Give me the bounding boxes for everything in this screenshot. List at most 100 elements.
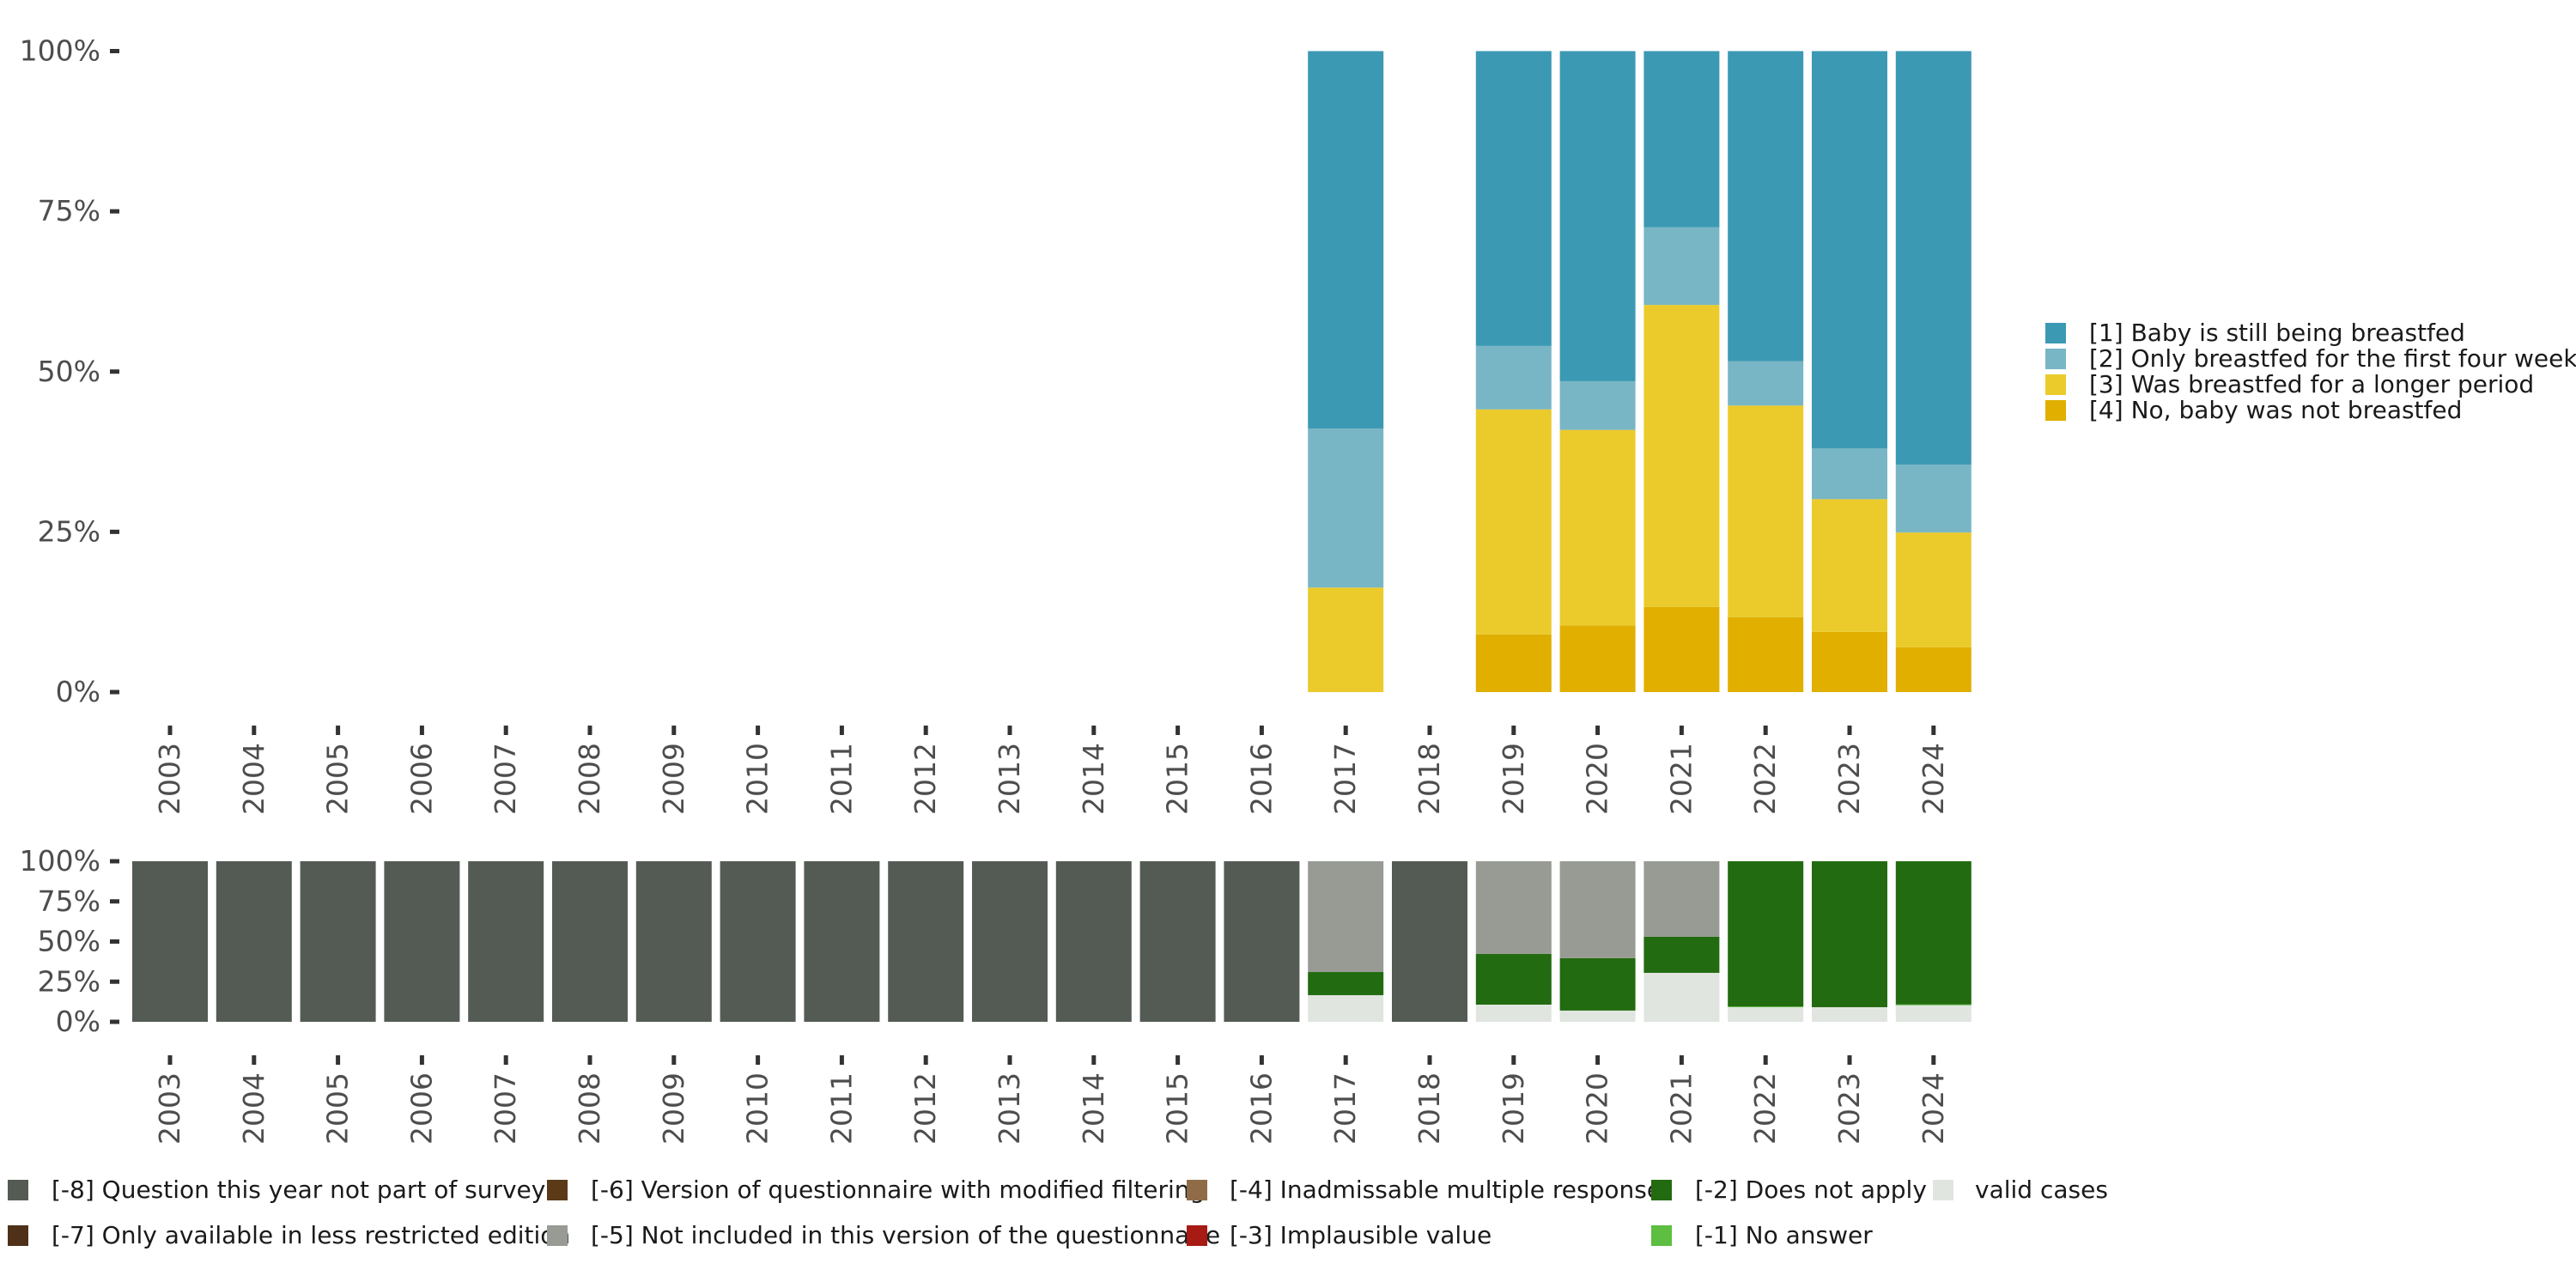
- bottom-x-tick-mark: [839, 1055, 844, 1065]
- top-bar-2022-1-baby-is-still-being-breastfed: [1728, 51, 1804, 361]
- top-bar-2019-4-no-baby-was-not-breastfed: [1475, 634, 1552, 692]
- bottom-bar-2007-8-question-this-year-not-part-of-survey: [468, 861, 544, 1022]
- bottom-bar-2020-2-does-not-apply: [1559, 957, 1636, 1011]
- top-x-tick-mark: [1763, 726, 1768, 735]
- legend-label: [-5] Not included in this version of the…: [591, 1221, 1220, 1249]
- bottom-y-tick-label: 0%: [56, 1005, 100, 1038]
- bottom-legend: [-8] Question this year not part of surv…: [8, 1176, 2108, 1249]
- bottom-y-tick-mark: [110, 899, 119, 904]
- top-bar-2019-3-was-breastfed-for-a-longer-period: [1475, 409, 1552, 635]
- top-bar-2021-1-baby-is-still-being-breastfed: [1643, 51, 1720, 228]
- top-x-tick-label: 2005: [321, 743, 355, 815]
- legend-label: [-2] Does not apply: [1695, 1176, 1927, 1204]
- bottom-bar-2021-5-not-included-in-this-version-of-the-questionnaire: [1643, 861, 1720, 937]
- bottom-bar-2012-8-question-this-year-not-part-of-survey: [888, 861, 964, 1022]
- bottom-bar-2019-2-does-not-apply: [1475, 953, 1552, 1005]
- bottom-x-tick-label: 2014: [1077, 1072, 1110, 1145]
- bottom-x-tick-label: 2017: [1328, 1072, 1362, 1145]
- legend-label: valid cases: [1975, 1176, 2108, 1204]
- legend-label: [1] Baby is still being breastfed: [2089, 319, 2465, 347]
- bottom-x-tick-label: 2010: [741, 1072, 775, 1145]
- top-x-tick-label: 2011: [824, 743, 858, 815]
- bottom-bar-2021-2-does-not-apply: [1643, 936, 1720, 973]
- top-x-tick-mark: [1176, 726, 1181, 735]
- legend-label: [-1] No answer: [1695, 1221, 1873, 1249]
- top-bar-2019-1-baby-is-still-being-breastfed: [1475, 51, 1552, 346]
- bottom-x-tick-mark: [1595, 1055, 1601, 1065]
- top-bar-2020-4-no-baby-was-not-breastfed: [1559, 625, 1636, 692]
- bottom-bar-2005-8-question-this-year-not-part-of-survey: [300, 861, 376, 1022]
- top-y-tick-mark: [110, 690, 119, 695]
- bottom-x-tick-label: 2024: [1917, 1072, 1950, 1145]
- top-x-tick-label: 2013: [993, 743, 1026, 815]
- top-bar-2022-2-only-breastfed-for-the-first-four-weeks: [1728, 361, 1804, 406]
- legend-key-3-implausible-value: [1187, 1225, 1207, 1246]
- top-x-tick-mark: [756, 726, 761, 735]
- bottom-bar-2011-8-question-this-year-not-part-of-survey: [804, 861, 880, 1022]
- top-x-tick-label: 2010: [741, 743, 775, 815]
- top-panel-response-distribution: 0% 25% 50% 75% 100% 2003 2004 2005 2006 2007 2008 2…: [20, 34, 1971, 815]
- top-bar-2023-4-no-baby-was-not-breastfed: [1812, 631, 1887, 692]
- bottom-x-tick-label: 2013: [993, 1072, 1026, 1145]
- top-legend: [1] Baby is still being breastfed[2] Onl…: [2045, 319, 2576, 424]
- top-x-tick-mark: [1343, 726, 1348, 735]
- legend-key-3-was-breastfed-for-a-longer-period: [2045, 374, 2066, 395]
- top-x-tick-mark: [1847, 726, 1852, 735]
- top-x-tick-mark: [923, 726, 928, 735]
- legend-key-1-no-answer: [1651, 1225, 1672, 1246]
- bottom-bar-2020-valid-cases: [1559, 1010, 1636, 1022]
- top-y-tick-label: 100%: [20, 34, 100, 68]
- bottom-x-tick-label: 2016: [1244, 1072, 1278, 1145]
- bottom-bar-2010-8-question-this-year-not-part-of-survey: [720, 861, 796, 1022]
- bottom-bar-2019-valid-cases: [1475, 1004, 1552, 1022]
- top-bar-2017-2-only-breastfed-for-the-first-four-weeks: [1308, 428, 1384, 588]
- top-bar-2022-4-no-baby-was-not-breastfed: [1728, 617, 1804, 692]
- top-x-tick-mark: [336, 726, 341, 735]
- top-bar-2024-1-baby-is-still-being-breastfed: [1895, 51, 1971, 465]
- legend-key-5-not-included-in-this-version-of-the-questionnaire: [547, 1225, 568, 1246]
- top-y-tick-label: 75%: [38, 194, 100, 228]
- bottom-x-tick-mark: [419, 1055, 424, 1065]
- bottom-y-tick-label: 75%: [38, 884, 100, 918]
- top-x-tick-label: 2004: [237, 743, 270, 815]
- top-bar-2024-2-only-breastfed-for-the-first-four-weeks: [1895, 464, 1971, 533]
- bottom-bar-2024-valid-cases: [1895, 1005, 1971, 1022]
- bottom-bar-2004-8-question-this-year-not-part-of-survey: [216, 861, 292, 1022]
- top-x-tick-label: 2015: [1161, 743, 1194, 815]
- bottom-x-tick-mark: [671, 1055, 677, 1065]
- top-x-tick-label: 2019: [1497, 743, 1530, 815]
- legend-label: [-7] Only available in less restricted e…: [52, 1221, 570, 1249]
- top-bar-2024-4-no-baby-was-not-breastfed: [1895, 647, 1971, 692]
- top-bar-2021-3-was-breastfed-for-a-longer-period: [1643, 305, 1720, 607]
- top-bar-2020-3-was-breastfed-for-a-longer-period: [1559, 429, 1636, 626]
- top-x-tick-mark: [1007, 726, 1012, 735]
- bottom-x-tick-mark: [1931, 1055, 1936, 1065]
- top-x-tick-label: 2017: [1328, 743, 1362, 815]
- top-x-tick-label: 2006: [404, 743, 438, 815]
- bottom-x-tick-label: 2018: [1413, 1072, 1446, 1145]
- top-y-tick-label: 0%: [56, 675, 100, 708]
- bottom-x-tick-mark: [1427, 1055, 1432, 1065]
- bottom-y-tick-mark: [110, 859, 119, 864]
- top-x-tick-mark: [167, 726, 173, 735]
- bottom-y-tick-label: 50%: [38, 925, 100, 958]
- bottom-x-tick-label: 2023: [1832, 1072, 1866, 1145]
- legend-key-4-no-baby-was-not-breastfed: [2045, 400, 2066, 421]
- bottom-bar-2009-8-question-this-year-not-part-of-survey: [635, 861, 712, 1022]
- bottom-x-tick-label: 2003: [153, 1072, 186, 1145]
- top-x-tick-mark: [1595, 726, 1601, 735]
- bottom-x-tick-label: 2011: [824, 1072, 858, 1145]
- bottom-x-tick-mark: [1176, 1055, 1181, 1065]
- legend-key-1-baby-is-still-being-breastfed: [2045, 323, 2066, 343]
- bottom-bar-2017-5-not-included-in-this-version-of-the-questionnaire: [1308, 861, 1384, 973]
- top-bar-2017-3-was-breastfed-for-a-longer-period: [1308, 587, 1384, 692]
- bottom-x-tick-label: 2021: [1664, 1072, 1698, 1145]
- top-x-tick-label: 2003: [153, 743, 186, 815]
- top-x-tick-mark: [587, 726, 592, 735]
- bottom-x-tick-mark: [336, 1055, 341, 1065]
- bottom-x-tick-mark: [1007, 1055, 1012, 1065]
- bottom-x-tick-label: 2022: [1748, 1072, 1782, 1145]
- top-x-tick-label: 2020: [1581, 743, 1614, 815]
- bottom-x-tick-mark: [756, 1055, 761, 1065]
- bottom-x-tick-label: 2020: [1581, 1072, 1614, 1145]
